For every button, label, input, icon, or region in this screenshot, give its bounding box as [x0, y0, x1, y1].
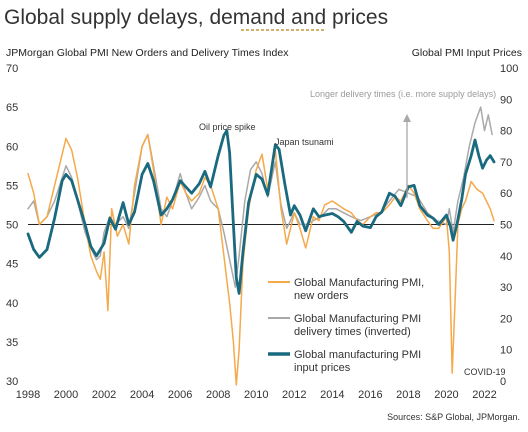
- x-tick-label: 2002: [92, 389, 116, 401]
- legend-label-new-orders: Global Manufacturing PMI, new orders: [294, 277, 424, 302]
- right-tick-label: 60: [500, 188, 512, 200]
- x-tick-label: 2010: [244, 389, 268, 401]
- left-tick-label: 65: [6, 102, 18, 114]
- annotation-oil-price-spike: Oil price spike: [199, 122, 256, 132]
- x-tick-label: 2006: [168, 389, 192, 401]
- left-tick-label: 60: [6, 141, 18, 153]
- x-tick-label: 2000: [54, 389, 78, 401]
- series-layer: [26, 106, 496, 386]
- left-tick-label: 35: [6, 337, 18, 349]
- x-tick-label: 2008: [206, 389, 230, 401]
- right-tick-label: 30: [500, 282, 512, 294]
- chart-title: Global supply delays, demand and prices: [4, 6, 388, 29]
- x-tick-label: 2016: [358, 389, 382, 401]
- left-tick-label: 45: [6, 259, 18, 271]
- annotation-covid: COVID-19: [464, 367, 506, 377]
- left-tick-label: 55: [6, 180, 18, 192]
- source-note: Sources: S&P Global, JPMorgan.: [387, 412, 520, 422]
- x-tick-label: 2004: [130, 389, 154, 401]
- x-tick-label: 2014: [320, 389, 344, 401]
- legend: Global Manufacturing PMI, new orders Glob…: [268, 277, 424, 374]
- right-axis: 0 10 20 30 40 50 60 70 80 90 100: [500, 63, 518, 388]
- left-axis: 30 35 40 45 50 55 60 65 70: [6, 63, 18, 388]
- left-tick-label: 40: [6, 298, 18, 310]
- annotation-longer-delivery: Longer delivery times (i.e. more supply …: [310, 89, 496, 99]
- right-tick-label: 100: [500, 63, 518, 75]
- series-delivery-times: [27, 106, 493, 288]
- x-tick-label: 2012: [282, 389, 306, 401]
- right-tick-label: 90: [500, 94, 512, 106]
- left-tick-label: 30: [6, 376, 18, 388]
- right-axis-title: Global PMI Input Prices: [412, 47, 522, 59]
- left-tick-label: 70: [6, 63, 18, 75]
- annotation-japan-tsunami: Japan tsunami: [275, 137, 334, 147]
- legend-label-delivery-times: Global Manufacturing PMI delivery times (…: [294, 313, 421, 338]
- right-tick-label: 50: [500, 220, 512, 232]
- series-new-orders: [27, 133, 495, 386]
- right-tick-label: 0: [500, 376, 506, 388]
- left-tick-label: 50: [6, 220, 18, 232]
- right-tick-label: 20: [500, 313, 512, 325]
- series-input-prices: [26, 129, 496, 295]
- longer-delivery-arrow-icon: [403, 114, 411, 198]
- right-tick-label: 80: [500, 126, 512, 138]
- x-tick-label: 2018: [396, 389, 420, 401]
- x-axis: 1998 2000 2002 2004 2006 2008 2010 2012 2014 2016…: [16, 389, 497, 401]
- right-tick-label: 70: [500, 157, 512, 169]
- legend-label-input-prices: Global manufacturing PMI input prices: [294, 349, 421, 374]
- right-tick-label: 40: [500, 251, 512, 263]
- x-tick-label: 2022: [472, 389, 496, 401]
- left-axis-title: JPMorgan Global PMI New Orders and Deliv…: [6, 47, 289, 59]
- right-tick-label: 10: [500, 345, 512, 357]
- x-tick-label: 2020: [434, 389, 458, 401]
- x-tick-label: 1998: [16, 389, 40, 401]
